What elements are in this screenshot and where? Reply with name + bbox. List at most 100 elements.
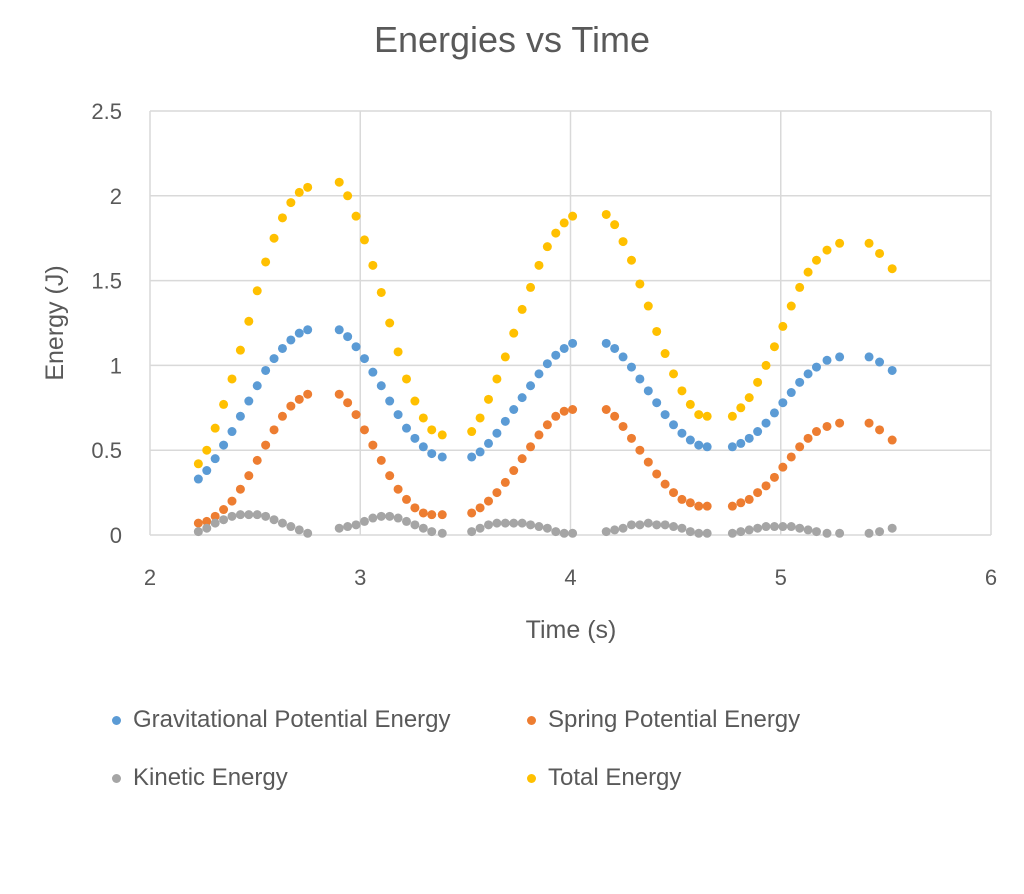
point-total (467, 427, 477, 437)
point-total (475, 413, 485, 423)
point-gpe (551, 350, 561, 360)
point-kinetic (368, 513, 378, 523)
x-tick-label: 4 (564, 565, 576, 590)
point-total (235, 345, 245, 355)
point-gpe (277, 343, 287, 353)
point-spring (875, 425, 885, 435)
gridlines (149, 110, 992, 536)
point-spring (517, 454, 527, 464)
point-gpe (410, 433, 420, 443)
point-total (286, 198, 296, 208)
legend-label-spring: Spring Potential Energy (548, 706, 801, 733)
point-total (334, 177, 344, 187)
point-gpe (677, 428, 687, 438)
point-total (601, 209, 611, 219)
point-gpe (761, 418, 771, 428)
point-spring (778, 462, 788, 472)
point-spring (677, 494, 687, 504)
point-gpe (803, 369, 813, 379)
point-spring (551, 411, 561, 421)
point-kinetic (660, 520, 670, 530)
point-spring (376, 455, 386, 465)
point-kinetic (542, 523, 552, 533)
point-total (669, 369, 679, 379)
y-tick-label: 1.5 (91, 269, 122, 294)
point-gpe (568, 338, 578, 348)
point-total (492, 374, 502, 384)
point-kinetic (244, 510, 254, 520)
point-spring (437, 510, 447, 520)
point-spring (475, 503, 485, 513)
point-gpe (786, 388, 796, 398)
point-kinetic (202, 523, 212, 533)
point-total (694, 410, 704, 420)
point-spring (467, 508, 477, 518)
point-spring (727, 501, 737, 511)
point-spring (526, 442, 536, 452)
point-kinetic (761, 522, 771, 532)
x-tick-label: 6 (985, 565, 997, 590)
point-gpe (652, 398, 662, 408)
point-gpe (427, 449, 437, 459)
point-spring (761, 481, 771, 491)
point-gpe (887, 365, 897, 375)
point-gpe (727, 442, 737, 452)
y-tick-label: 2 (110, 184, 122, 209)
point-gpe (492, 428, 502, 438)
point-gpe (811, 362, 821, 372)
point-spring (210, 511, 220, 521)
point-kinetic (343, 522, 353, 532)
y-tick-label: 0.5 (91, 438, 122, 463)
point-gpe (294, 328, 304, 338)
point-spring (235, 484, 245, 494)
point-kinetic (601, 527, 611, 537)
point-kinetic (635, 520, 645, 530)
point-kinetic (778, 522, 788, 532)
point-kinetic (286, 522, 296, 532)
point-kinetic (410, 520, 420, 530)
point-kinetic (795, 523, 805, 533)
point-total (551, 228, 561, 238)
point-kinetic (744, 525, 754, 535)
point-spring (368, 440, 378, 450)
point-spring (385, 471, 395, 481)
point-kinetic (685, 527, 695, 537)
point-gpe (618, 352, 628, 362)
point-kinetic (484, 520, 494, 530)
point-total (210, 423, 220, 433)
legend-kinetic: Kinetic Energy (112, 764, 288, 792)
point-total (677, 386, 687, 396)
chart-title: Energies vs Time (374, 19, 650, 60)
point-gpe (334, 325, 344, 335)
point-spring (660, 479, 670, 489)
legend-label-kinetic: Kinetic Energy (133, 764, 288, 791)
point-spring (786, 452, 796, 462)
point-total (610, 220, 620, 230)
point-total (427, 425, 437, 435)
point-spring (534, 430, 544, 440)
point-spring (351, 410, 361, 420)
point-kinetic (475, 523, 485, 533)
point-kinetic (736, 527, 746, 537)
point-total (227, 374, 237, 384)
point-kinetic (467, 527, 477, 537)
point-spring (252, 455, 262, 465)
point-kinetic (875, 527, 885, 537)
point-total (368, 260, 378, 270)
point-total (534, 260, 544, 270)
point-spring (626, 433, 636, 443)
point-gpe (660, 410, 670, 420)
point-gpe (795, 377, 805, 387)
point-gpe (694, 440, 704, 450)
y-axis-label: Energy (J) (41, 265, 69, 380)
point-kinetic (235, 510, 245, 520)
point-kinetic (643, 518, 653, 528)
point-kinetic (376, 511, 386, 521)
x-tick-label: 5 (775, 565, 787, 590)
point-total (727, 411, 737, 421)
point-gpe (393, 410, 403, 420)
point-kinetic (269, 515, 279, 525)
point-spring (795, 442, 805, 452)
point-gpe (685, 435, 695, 445)
